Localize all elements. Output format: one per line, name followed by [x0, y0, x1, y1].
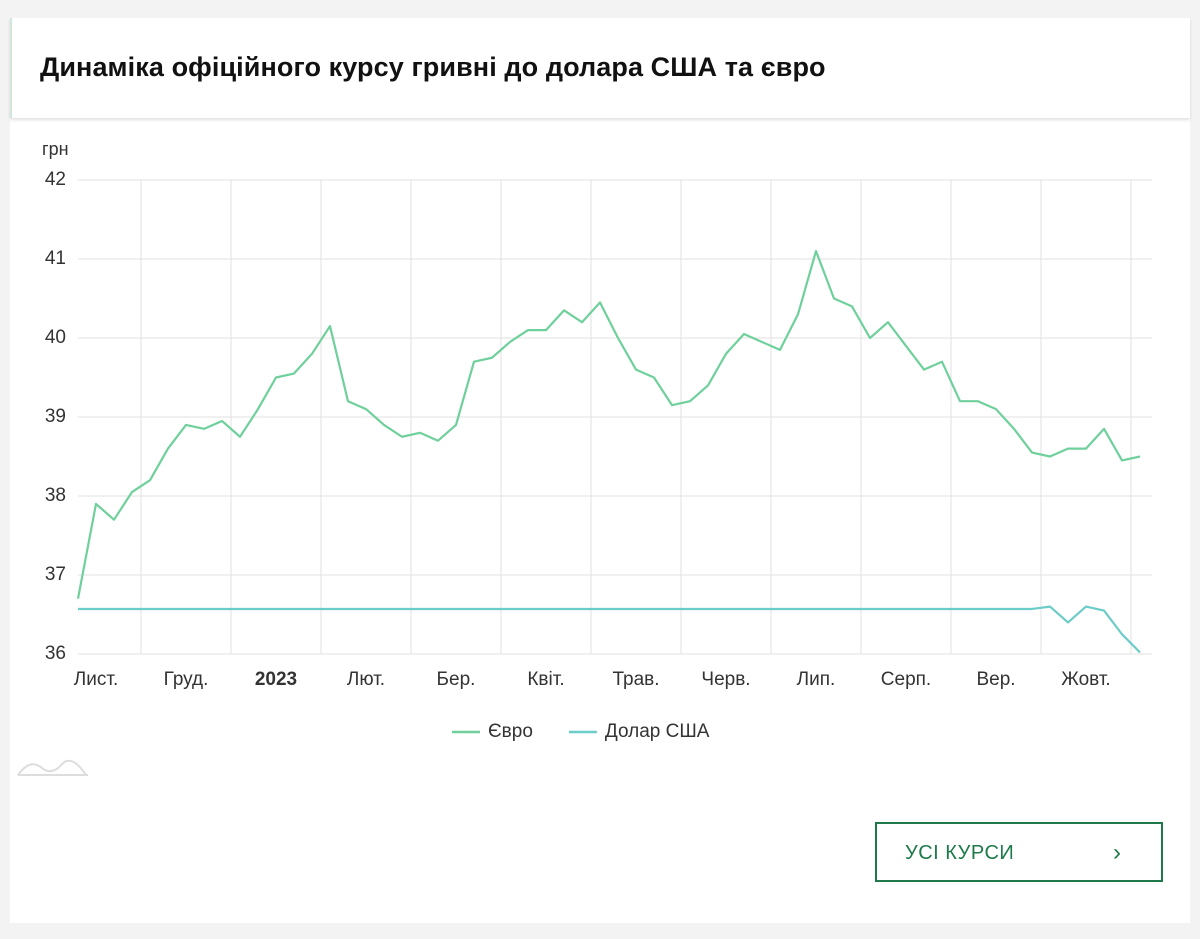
y-tick-label: 37 [45, 564, 66, 585]
x-tick-label: Вер. [976, 669, 1015, 690]
legend-label: Долар США [605, 721, 710, 742]
button-label: УСІ КУРСИ [905, 842, 1015, 864]
x-tick-label: Жовт. [1061, 669, 1110, 690]
x-tick-label: 2023 [255, 669, 297, 690]
y-tick-label: 40 [45, 327, 66, 348]
card: Динаміка офіційного курсу гривні до дола… [10, 18, 1190, 923]
y-tick-label: 41 [45, 248, 66, 269]
legend-label: Євро [488, 721, 533, 742]
y-tick-label: 36 [45, 643, 66, 664]
y-tick-label: 42 [45, 169, 66, 190]
x-tick-label: Серп. [881, 669, 931, 690]
logo [17, 759, 88, 776]
x-tick-label: Квіт. [527, 669, 564, 690]
y-unit-label: грн [42, 139, 69, 159]
title: Динаміка офіційного курсу гривні до дола… [40, 52, 826, 82]
header: Динаміка офіційного курсу гривні до дола… [10, 18, 1190, 118]
series-line [78, 605, 1141, 654]
all-rates-button[interactable]: УСІ КУРСИ › [875, 822, 1163, 882]
x-tick-label: Черв. [701, 669, 750, 690]
series-line [76, 250, 1141, 599]
x-tick-label: Бер. [437, 669, 476, 690]
y-tick-label: 39 [45, 406, 66, 427]
chevron-icon: › [1113, 839, 1121, 866]
x-tick-label: Груд. [164, 669, 209, 690]
x-tick-label: Лют. [347, 669, 385, 690]
x-tick-label: Лип. [797, 669, 836, 690]
x-tick-label: Лист. [74, 669, 118, 690]
x-tick-label: Трав. [612, 669, 659, 690]
y-tick-label: 38 [45, 485, 66, 506]
